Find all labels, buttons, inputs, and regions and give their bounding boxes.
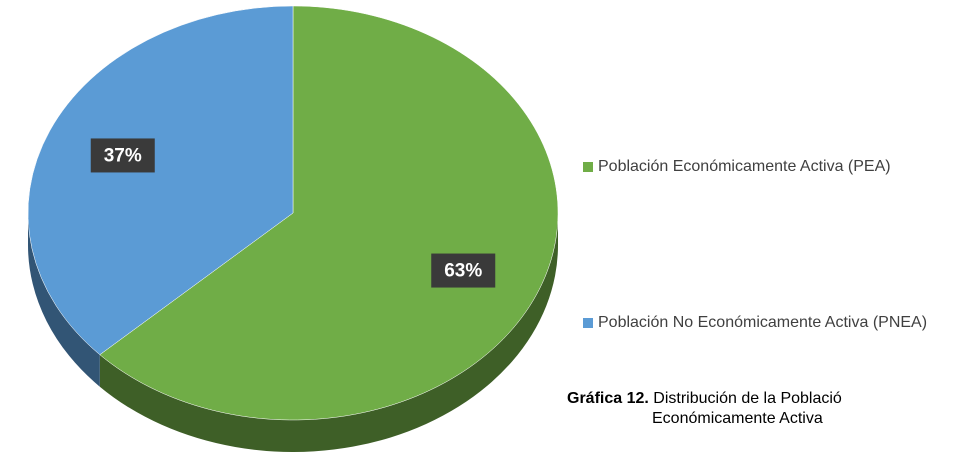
caption-text: Económicamente Activa (652, 410, 823, 427)
slice-side (99, 213, 559, 452)
slice-side (28, 213, 100, 387)
caption-text: Distribución de la Població (653, 390, 842, 407)
slice (99, 5, 559, 421)
legend-swatch (583, 318, 593, 328)
legend-label: Población No Económicamente Activa (PNEA… (598, 314, 928, 331)
value-label: 37% (104, 145, 142, 166)
legend-swatch (583, 162, 593, 172)
legend-item: Población Económicamente Activa (PEA) (583, 156, 973, 178)
caption-label: Gráfica 12. (567, 390, 649, 407)
legend-item: Población No Económicamente Activa (PNEA… (583, 312, 973, 334)
slice (27, 5, 294, 356)
value-label-box (90, 138, 155, 173)
value-label-box (431, 253, 496, 288)
value-label: 63% (444, 261, 482, 282)
caption: Gráfica 12. Distribución de la Població (567, 388, 977, 409)
legend-label: Población Económicamente Activa (PEA) (598, 158, 891, 175)
